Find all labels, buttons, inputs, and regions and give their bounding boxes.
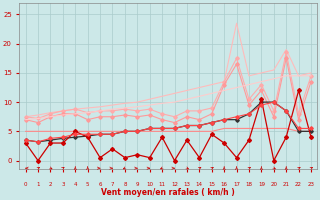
X-axis label: Vent moyen/en rafales ( km/h ): Vent moyen/en rafales ( km/h )	[101, 188, 235, 197]
